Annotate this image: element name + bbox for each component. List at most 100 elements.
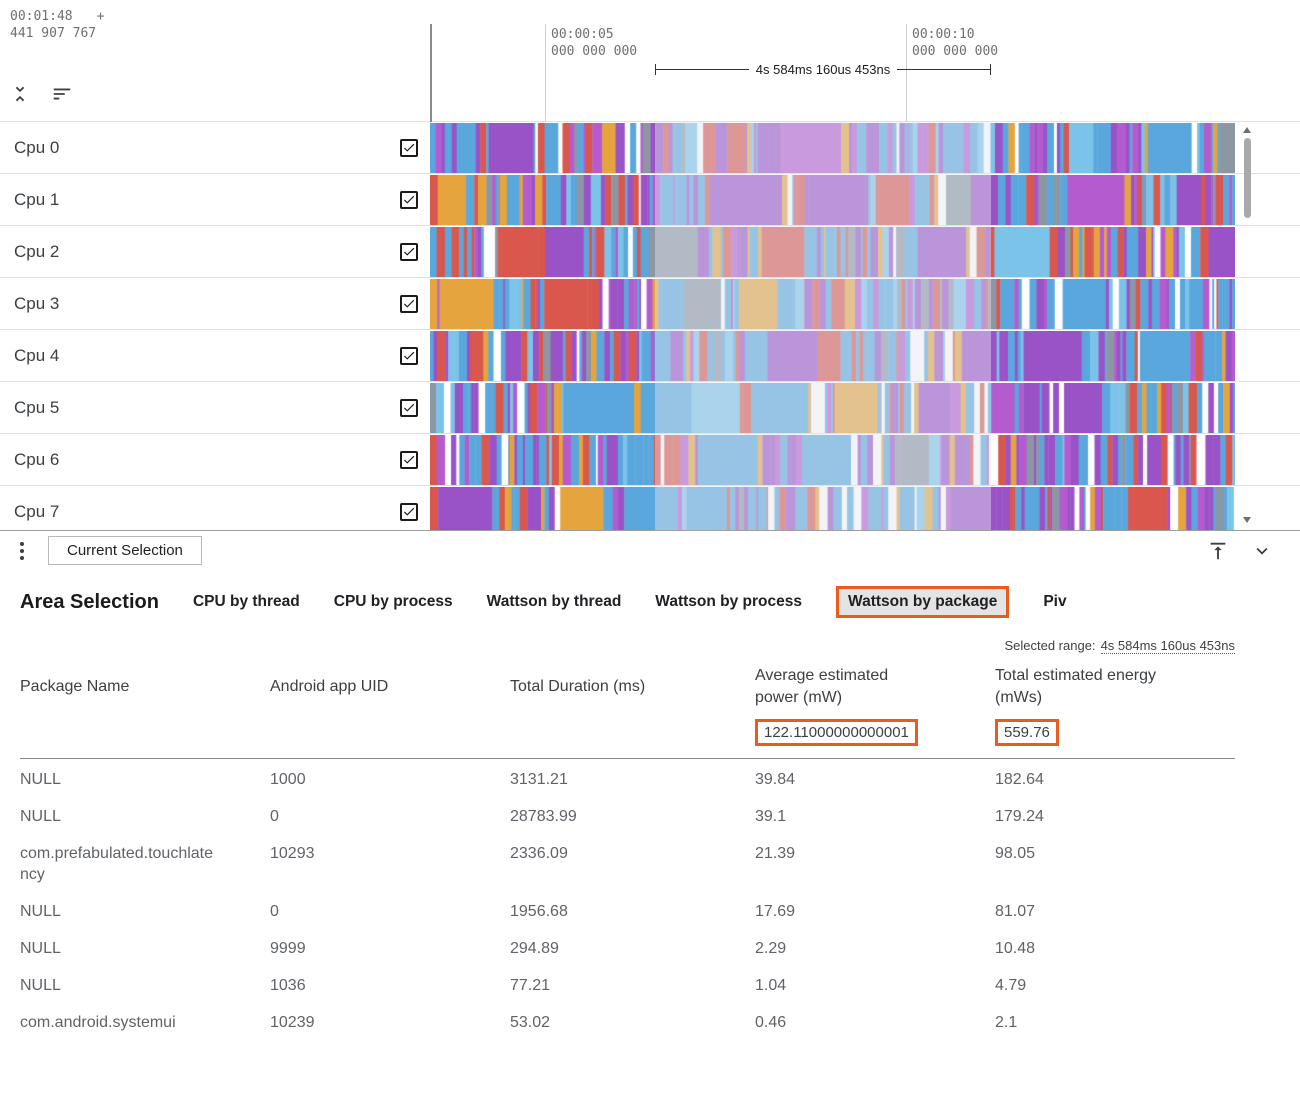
tick-label: 00:00:05 000 000 000 bbox=[551, 27, 638, 59]
table-cell: 182.64 bbox=[995, 771, 1044, 788]
track-checkbox[interactable] bbox=[400, 450, 418, 469]
track-header: Cpu 2 bbox=[0, 226, 430, 277]
track-name: Cpu 2 bbox=[14, 241, 60, 261]
timeline-ruler[interactable]: 00:01:48 + 441 907 767 00:00:05 000 000 0… bbox=[0, 0, 1300, 122]
scroll-up-icon[interactable] bbox=[1243, 127, 1251, 133]
table-cell: 39.84 bbox=[755, 771, 796, 788]
track-area: Cpu 0 Cpu 1 Cpu 2 bbox=[0, 122, 1300, 530]
tab-current-selection[interactable]: Current Selection bbox=[48, 536, 202, 565]
track-name: Cpu 3 bbox=[14, 293, 60, 313]
table-summary-row: 122.11000000000001 559.76 bbox=[20, 711, 1235, 759]
track-name: Cpu 1 bbox=[14, 189, 60, 209]
table-cell: 0.46 bbox=[755, 1014, 787, 1031]
selection-tab-wattson-by-process[interactable]: Wattson by process bbox=[655, 593, 803, 610]
table-row[interactable]: com.android.systemui 10239 53.02 0.46 2.1 bbox=[20, 1004, 1235, 1041]
track-name: Cpu 6 bbox=[14, 449, 60, 469]
selection-tab-cpu-by-process[interactable]: CPU by process bbox=[333, 593, 453, 610]
panel-menu-icon[interactable] bbox=[16, 538, 28, 564]
table-row[interactable]: com.prefabulated.touchlatency 10293 2336.0… bbox=[20, 835, 1235, 893]
table-cell: 0 bbox=[270, 903, 279, 920]
timeline-origin: 00:01:48 + 441 907 767 bbox=[10, 8, 104, 42]
origin-time-line: 00:01:48 + bbox=[10, 8, 104, 25]
table-cell: NULL bbox=[20, 771, 61, 788]
area-selection-panel: Area Selection CPU by thread CPU by proce… bbox=[0, 570, 1300, 1104]
track-row[interactable]: Cpu 7 bbox=[0, 486, 1300, 530]
table-cell: 2336.09 bbox=[510, 845, 568, 862]
selection-tab-wattson-by-package[interactable]: Wattson by package bbox=[836, 586, 1010, 618]
selected-range-value[interactable]: 4s 584ms 160us 453ns bbox=[1100, 638, 1235, 654]
table-cell: 10.48 bbox=[995, 940, 1036, 957]
track-slices-canvas[interactable] bbox=[430, 123, 1235, 173]
table-row[interactable]: NULL 9999 294.89 2.29 10.48 bbox=[20, 930, 1235, 967]
track-header: Cpu 1 bbox=[0, 174, 430, 225]
origin-time: 00:01:48 bbox=[10, 9, 73, 24]
table-row[interactable]: NULL 0 1956.68 17.69 81.07 bbox=[20, 893, 1235, 930]
dock-to-top-icon[interactable] bbox=[1206, 539, 1230, 563]
table-cell: 2.29 bbox=[755, 940, 787, 957]
table-cell: 21.39 bbox=[755, 845, 796, 862]
track-slices-canvas[interactable] bbox=[430, 435, 1235, 485]
track-row[interactable]: Cpu 3 bbox=[0, 278, 1300, 330]
track-row[interactable]: Cpu 4 bbox=[0, 330, 1300, 382]
scrollbar-thumb[interactable] bbox=[1244, 138, 1251, 218]
timeline-gridline: 00:00:05 000 000 000 bbox=[545, 24, 637, 122]
track-checkbox[interactable] bbox=[400, 346, 418, 365]
viewport-start-gridline bbox=[430, 24, 432, 122]
panel-header: Area Selection CPU by thread CPU by proce… bbox=[0, 570, 1300, 618]
track-slices-canvas[interactable] bbox=[430, 227, 1235, 277]
table-row[interactable]: NULL 0 28783.99 39.1 179.24 bbox=[20, 798, 1235, 835]
package-table: Package Name Android app UID Total Duratio… bbox=[0, 659, 1300, 1041]
track-slices-canvas[interactable] bbox=[430, 383, 1235, 433]
track-row[interactable]: Cpu 6 bbox=[0, 434, 1300, 486]
track-slices-canvas[interactable] bbox=[430, 175, 1235, 225]
table-cell: 10239 bbox=[270, 1014, 315, 1031]
table-row[interactable]: NULL 1036 77.21 1.04 4.79 bbox=[20, 967, 1235, 1004]
selection-range-duration: 4s 584ms 160us 453ns bbox=[755, 62, 891, 77]
collapse-tracks-icon[interactable] bbox=[8, 82, 32, 106]
selection-tab-piv[interactable]: Piv bbox=[1043, 593, 1067, 610]
table-cell: 10293 bbox=[270, 845, 315, 862]
scroll-down-icon[interactable] bbox=[1243, 517, 1251, 523]
track-checkbox[interactable] bbox=[400, 242, 418, 261]
table-cell: NULL bbox=[20, 808, 61, 825]
table-cell: 1036 bbox=[270, 977, 306, 994]
track-checkbox[interactable] bbox=[400, 138, 418, 157]
track-name: Cpu 4 bbox=[14, 345, 60, 365]
table-row[interactable]: NULL 1000 3131.21 39.84 182.64 bbox=[20, 761, 1235, 798]
origin-offset: 441 907 767 bbox=[10, 26, 97, 41]
track-row[interactable]: Cpu 0 bbox=[0, 122, 1300, 174]
track-checkbox[interactable] bbox=[400, 190, 418, 209]
selection-tab-cpu-by-thread[interactable]: CPU by thread bbox=[192, 593, 300, 610]
track-header: Cpu 3 bbox=[0, 278, 430, 329]
table-cell: NULL bbox=[20, 940, 61, 957]
selection-tabs: CPU by thread CPU by process Wattson by th… bbox=[193, 586, 1067, 618]
column-header: Total Duration (ms) bbox=[510, 678, 646, 695]
selection-tab-wattson-by-thread[interactable]: Wattson by thread bbox=[486, 593, 622, 610]
table-cell: 77.21 bbox=[510, 977, 551, 994]
details-tab-bar: Current Selection bbox=[0, 530, 1300, 570]
track-checkbox[interactable] bbox=[400, 294, 418, 313]
track-row[interactable]: Cpu 1 bbox=[0, 174, 1300, 226]
track-checkbox[interactable] bbox=[400, 398, 418, 417]
summary-avg-power: 122.11000000000001 bbox=[755, 719, 918, 746]
track-slices-canvas[interactable] bbox=[430, 331, 1235, 381]
collapse-panel-icon[interactable] bbox=[1250, 539, 1274, 563]
selected-range-line: Selected range: 4s 584ms 160us 453ns bbox=[0, 638, 1235, 654]
track-slices-canvas[interactable] bbox=[430, 487, 1235, 530]
track-header: Cpu 0 bbox=[0, 122, 430, 173]
table-cell: 81.07 bbox=[995, 903, 1036, 920]
column-header: Total estimated energy (mWs) bbox=[995, 667, 1156, 706]
table-cell: 179.24 bbox=[995, 808, 1044, 825]
table-cell: 1.04 bbox=[755, 977, 787, 994]
track-rows: Cpu 0 Cpu 1 Cpu 2 bbox=[0, 122, 1300, 530]
track-row[interactable]: Cpu 2 bbox=[0, 226, 1300, 278]
table-header-row: Package Name Android app UID Total Duratio… bbox=[20, 659, 1235, 711]
track-sort-icon[interactable] bbox=[50, 82, 74, 106]
column-header: Average estimated power (mW) bbox=[755, 667, 889, 706]
track-checkbox[interactable] bbox=[400, 502, 418, 521]
track-row[interactable]: Cpu 5 bbox=[0, 382, 1300, 434]
track-slices-canvas[interactable] bbox=[430, 279, 1235, 329]
tracks-scrollbar[interactable] bbox=[1240, 122, 1254, 530]
column-header: Package Name bbox=[20, 678, 130, 695]
